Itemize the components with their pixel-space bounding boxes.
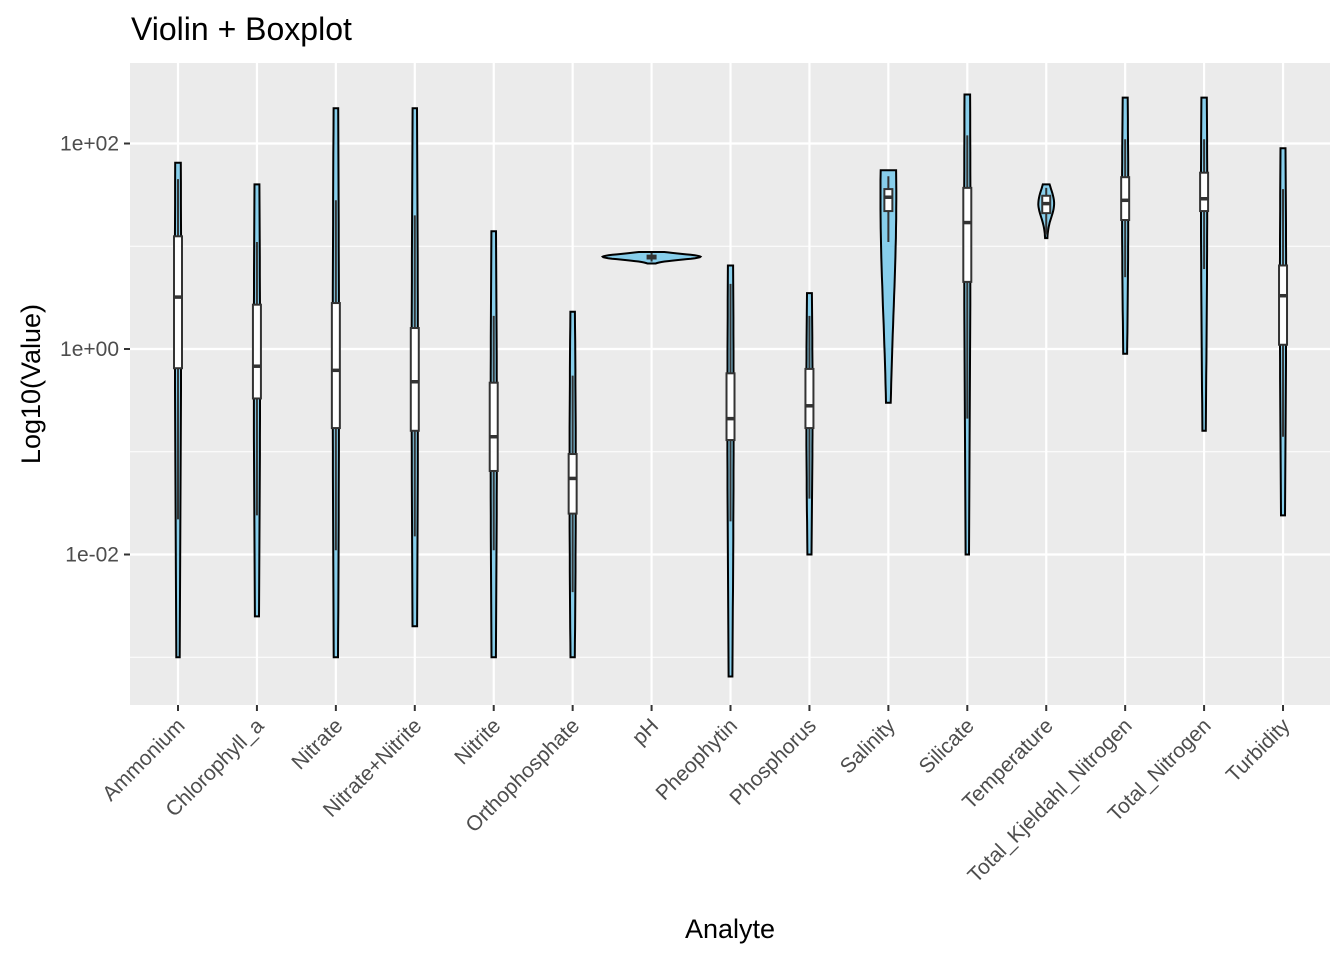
y-tick-label: 1e-02: [65, 544, 119, 567]
violin-group: [173, 161, 183, 659]
box: [567, 453, 578, 515]
violin-group: [725, 264, 736, 678]
violin-group: [488, 230, 499, 659]
box: [251, 303, 262, 400]
violin-group: [879, 169, 898, 404]
box: [1199, 171, 1210, 213]
x-tick-label: Turbidity: [1222, 714, 1295, 787]
violin-group: [1199, 96, 1210, 432]
violin-group: [1278, 147, 1289, 517]
violin-group: [962, 93, 973, 556]
box: [409, 327, 420, 432]
violin-group: [804, 292, 815, 556]
box: [488, 381, 499, 472]
violin-group: [409, 107, 420, 628]
box: [804, 367, 815, 430]
x-axis-title: Analyte: [685, 914, 775, 944]
violin-group: [567, 310, 578, 659]
y-tick-label: 1e+02: [60, 133, 119, 156]
box: [883, 188, 894, 213]
violin-group: [1120, 96, 1131, 355]
x-tick-label: Total_Kjeldahl_Nitrogen: [964, 714, 1137, 887]
x-tick-label: Silicate: [915, 714, 979, 778]
chart-title: Violin + Boxplot: [131, 11, 352, 47]
x-tick-label: Salinity: [836, 714, 900, 778]
y-axis: 1e+02 1e+00 1e-02: [60, 133, 130, 567]
violin-group: [330, 107, 341, 659]
violin-body: [879, 169, 898, 404]
box: [725, 372, 736, 442]
y-axis-title: Log10(Value): [16, 304, 46, 464]
box: [330, 302, 341, 430]
x-tick-label: Nitrite: [450, 714, 505, 769]
box: [173, 235, 183, 370]
box: [1278, 264, 1289, 346]
x-tick-label: Nitrate: [287, 714, 347, 774]
violin-marks: [173, 93, 1289, 678]
violin-group: [1037, 183, 1056, 240]
violin-group: [251, 183, 262, 618]
violin-group: [600, 251, 703, 265]
box: [962, 186, 973, 283]
x-tick-label: pH: [628, 714, 663, 749]
y-tick-label: 1e+00: [60, 338, 119, 361]
